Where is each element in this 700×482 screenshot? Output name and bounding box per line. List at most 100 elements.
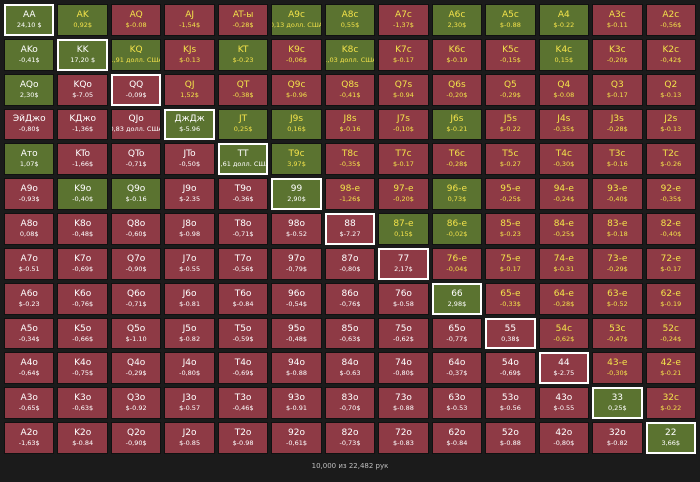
- hand-cell[interactable]: 52c -0,24$: [645, 317, 696, 350]
- hand-cell[interactable]: 87-е 0,15$: [378, 213, 429, 245]
- hand-cell[interactable]: Q9c $-0.96: [271, 73, 322, 106]
- hand-cell[interactable]: KK 17,20 $: [57, 38, 108, 71]
- hand-cell[interactable]: Q4 $-0.08: [538, 73, 590, 106]
- hand-cell[interactable]: 72-е $-0.17: [645, 247, 696, 280]
- hand-cell[interactable]: 85-е $-0.23: [485, 213, 536, 245]
- hand-cell[interactable]: A6o $-0.23: [4, 282, 55, 315]
- hand-cell[interactable]: AT-ы -0,28$: [217, 4, 269, 36]
- hand-cell[interactable]: Q5o $-1.10: [110, 317, 162, 350]
- hand-cell[interactable]: T3o -0,46$: [217, 387, 269, 420]
- hand-cell[interactable]: A9c 0,13 долл. США: [271, 4, 322, 36]
- hand-cell[interactable]: T4c -0,30$: [538, 143, 590, 176]
- hand-cell[interactable]: 86o -0,76$: [324, 282, 376, 315]
- hand-cell[interactable]: KQo $-7.05: [57, 73, 108, 106]
- hand-cell[interactable]: KJs $-0.13: [164, 38, 215, 71]
- hand-cell[interactable]: K8o -0,48$: [57, 213, 108, 245]
- hand-cell[interactable]: 84o $-0.63: [324, 352, 376, 385]
- hand-cell[interactable]: K5o -0,66$: [57, 317, 108, 350]
- hand-cell[interactable]: 97-е -0,20$: [378, 178, 429, 211]
- hand-cell[interactable]: T6o $-0.84: [217, 282, 269, 315]
- hand-cell[interactable]: 95-е -0,25$: [485, 178, 536, 211]
- hand-cell[interactable]: T2o $-0.98: [217, 422, 269, 454]
- hand-cell[interactable]: 62-е $-0.19: [645, 282, 696, 315]
- hand-cell[interactable]: K3o -0,63$: [57, 387, 108, 420]
- hand-cell[interactable]: Q6s -0,20$: [431, 73, 483, 106]
- hand-cell[interactable]: 63o $-0.53: [431, 387, 483, 420]
- hand-cell[interactable]: 65-е -0,33$: [485, 282, 536, 315]
- hand-cell[interactable]: 97o -0,79$: [271, 247, 322, 280]
- hand-cell[interactable]: J9o $-2.35: [164, 178, 215, 211]
- hand-cell[interactable]: K5c -0,15$: [485, 38, 536, 71]
- hand-cell[interactable]: 76-е -0,04$: [431, 247, 483, 280]
- hand-cell[interactable]: 82o -0,73$: [324, 422, 376, 454]
- hand-cell[interactable]: QTo -0,71$: [110, 143, 162, 176]
- hand-cell[interactable]: 73o $-0.88: [378, 387, 429, 420]
- hand-cell[interactable]: ДжДж $-5.96: [164, 108, 215, 141]
- hand-cell[interactable]: 33 0,25$: [592, 387, 643, 420]
- hand-cell[interactable]: 53o $-0.56: [485, 387, 536, 420]
- hand-cell[interactable]: 98o $-0.52: [271, 213, 322, 245]
- hand-cell[interactable]: J8o $-0.98: [164, 213, 215, 245]
- hand-cell[interactable]: K9c -0,06$: [271, 38, 322, 71]
- hand-cell[interactable]: 77 2,17$: [378, 247, 429, 280]
- hand-cell[interactable]: K2o $-0.84: [57, 422, 108, 454]
- hand-cell[interactable]: J4o -0,80$: [164, 352, 215, 385]
- hand-cell[interactable]: 96o -0,54$: [271, 282, 322, 315]
- hand-cell[interactable]: Q2 $-0.13: [645, 73, 696, 106]
- hand-cell[interactable]: 76o $-0.58: [378, 282, 429, 315]
- hand-cell[interactable]: 92o -0,61$: [271, 422, 322, 454]
- hand-cell[interactable]: JTo -0,50$: [164, 143, 215, 176]
- hand-cell[interactable]: 82-е -0,40$: [645, 213, 696, 245]
- hand-cell[interactable]: 54c -0,62$: [538, 317, 590, 350]
- hand-cell[interactable]: 93-е -0,40$: [592, 178, 643, 211]
- hand-cell[interactable]: T5c $-0.27: [485, 143, 536, 176]
- hand-cell[interactable]: 54o -0,69$: [485, 352, 536, 385]
- hand-cell[interactable]: QJ 1,52$: [164, 73, 215, 106]
- hand-cell[interactable]: 75o -0,62$: [378, 317, 429, 350]
- hand-cell[interactable]: 42-е $-0.21: [645, 352, 696, 385]
- hand-cell[interactable]: 83o -0,70$: [324, 387, 376, 420]
- hand-cell[interactable]: K9o -0,40$: [57, 178, 108, 211]
- hand-cell[interactable]: 93o $-0.91: [271, 387, 322, 420]
- hand-cell[interactable]: 75-е $-0.17: [485, 247, 536, 280]
- hand-cell[interactable]: K6o -0,76$: [57, 282, 108, 315]
- hand-cell[interactable]: 22 3,66$: [645, 422, 696, 454]
- hand-cell[interactable]: Q3 $-0.17: [592, 73, 643, 106]
- hand-cell[interactable]: 42o -0,80$: [538, 422, 590, 454]
- hand-cell[interactable]: AA 24,10 $: [4, 4, 55, 36]
- hand-cell[interactable]: T7c $-0.17: [378, 143, 429, 176]
- hand-cell[interactable]: TT 1,61 долл. США: [217, 143, 269, 176]
- hand-cell[interactable]: 52o $-0.88: [485, 422, 536, 454]
- hand-cell[interactable]: A7c -1,37$: [378, 4, 429, 36]
- hand-cell[interactable]: K3c -0,20$: [592, 38, 643, 71]
- hand-cell[interactable]: A2c -0,56$: [645, 4, 696, 36]
- hand-cell[interactable]: J5o $-0.82: [164, 317, 215, 350]
- hand-cell[interactable]: 32c $-0.22: [645, 387, 696, 420]
- hand-cell[interactable]: Q5 -0,29$: [485, 73, 536, 106]
- hand-cell[interactable]: K7o -0,69$: [57, 247, 108, 280]
- hand-cell[interactable]: 94o $-0.88: [271, 352, 322, 385]
- hand-cell[interactable]: T8o -0,71$: [217, 213, 269, 245]
- hand-cell[interactable]: K4o -0,75$: [57, 352, 108, 385]
- hand-cell[interactable]: 32o $-0.82: [592, 422, 643, 454]
- hand-cell[interactable]: KTo -1,66$: [57, 143, 108, 176]
- hand-cell[interactable]: 98-е -1,26$: [324, 178, 376, 211]
- hand-cell[interactable]: Q9o $-0.16: [110, 178, 162, 211]
- hand-cell[interactable]: AK 0,92$: [57, 4, 108, 36]
- hand-cell[interactable]: KT $-0.23: [217, 38, 269, 71]
- hand-cell[interactable]: J3s -0,28$: [592, 108, 643, 141]
- hand-cell[interactable]: KQ 1,91 долл. США: [110, 38, 162, 71]
- hand-cell[interactable]: 96-е 0,73$: [431, 178, 483, 211]
- hand-cell[interactable]: 66 2,98$: [431, 282, 483, 315]
- hand-cell[interactable]: 87o -0,80$: [324, 247, 376, 280]
- hand-cell[interactable]: K4c 0,15$: [538, 38, 590, 71]
- hand-cell[interactable]: 64o -0,37$: [431, 352, 483, 385]
- hand-cell[interactable]: J7o $-0.55: [164, 247, 215, 280]
- hand-cell[interactable]: 64-е -0,28$: [538, 282, 590, 315]
- hand-cell[interactable]: A6c 2,30$: [431, 4, 483, 36]
- hand-cell[interactable]: 43o $-0.55: [538, 387, 590, 420]
- hand-cell[interactable]: 72o $-0.83: [378, 422, 429, 454]
- hand-cell[interactable]: 95o -0,48$: [271, 317, 322, 350]
- hand-cell[interactable]: 62o $-0.84: [431, 422, 483, 454]
- hand-cell[interactable]: 65o -0,77$: [431, 317, 483, 350]
